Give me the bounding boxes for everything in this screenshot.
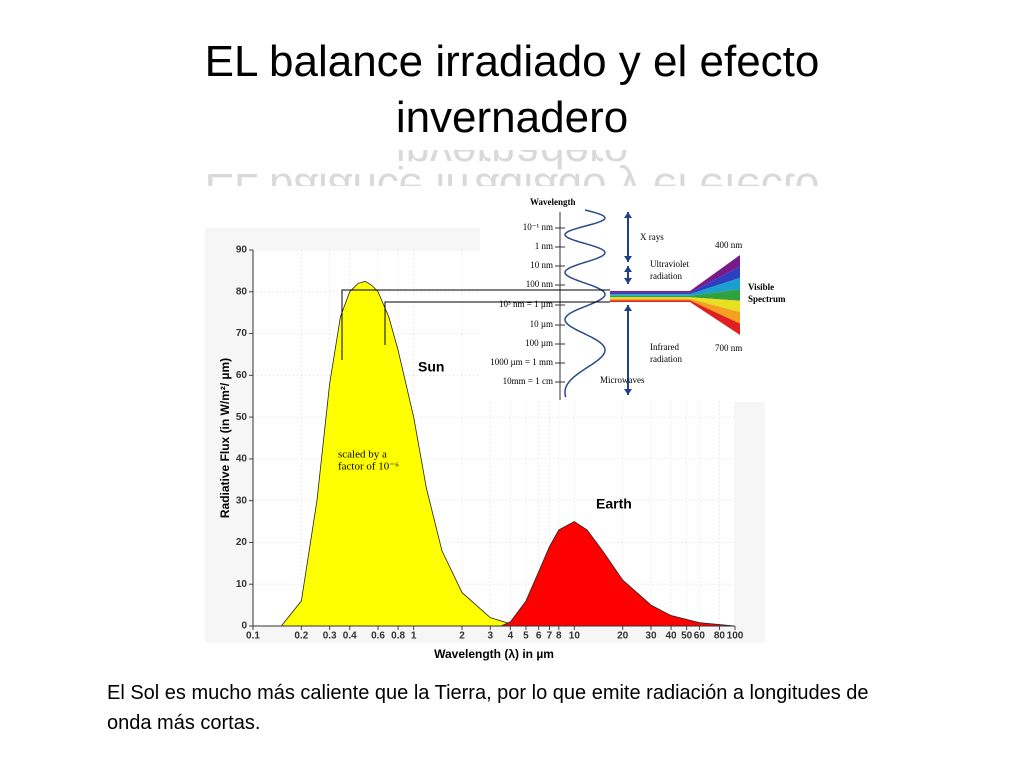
y-tick-label: 70 — [236, 328, 248, 339]
caption: El Sol es mucho más caliente que la Tier… — [107, 682, 869, 734]
x-tick-label: 0.4 — [343, 631, 357, 642]
y-tick-label: 60 — [236, 370, 248, 381]
x-tick-label: 3 — [488, 631, 494, 642]
band-label: Infrared — [650, 342, 679, 352]
area — [280, 280, 527, 627]
spectrum-band — [610, 277, 740, 296]
y-tick-label: 10 — [236, 579, 248, 590]
wave — [564, 209, 606, 398]
band-label: X rays — [640, 232, 664, 242]
x-axis-label: Wavelength (λ) in µm — [434, 647, 554, 661]
slide-title: EL balance irradiado y el efecto inverna… — [204, 37, 820, 142]
series-label: Sun — [418, 359, 444, 375]
x-tick-label: 2 — [459, 631, 465, 642]
x-tick-label: 20 — [617, 631, 629, 642]
y-tick-label: 0 — [241, 621, 247, 632]
band-label: Ultraviolet — [650, 259, 689, 269]
inset-title: Wavelength — [530, 197, 576, 207]
spectrum-band — [610, 297, 740, 313]
x-tick-label: 0.3 — [323, 631, 337, 642]
scale-label: 10 µm — [530, 319, 553, 329]
spectrum-band — [610, 266, 740, 295]
x-tick-label: 1 — [411, 631, 417, 642]
scale-label: 100 nm — [526, 279, 553, 289]
arrow-head — [624, 389, 632, 395]
x-tick-label: 6 — [536, 631, 542, 642]
scale-label: 10mm = 1 cm — [503, 376, 553, 386]
series-label: Earth — [596, 496, 632, 512]
scale-label: 10 nm — [530, 260, 553, 270]
y-tick-label: 20 — [236, 537, 248, 548]
visible-label: Spectrum — [748, 294, 786, 304]
spectrum-band — [610, 289, 740, 301]
arrow-head — [624, 212, 632, 218]
annotation: factor of 10⁻⁶ — [338, 461, 399, 473]
x-tick-label: 8 — [556, 631, 562, 642]
arrow-head — [624, 256, 632, 262]
x-tick-label: 0.6 — [371, 631, 385, 642]
y-tick-label: 30 — [236, 495, 248, 506]
x-tick-label: 0.8 — [391, 631, 405, 642]
connector — [341, 289, 610, 360]
y-tick-label: 90 — [236, 245, 248, 256]
scale-label: 1000 µm = 1 mm — [490, 357, 553, 367]
x-tick-label: 0.1 — [246, 631, 260, 642]
x-tick-label: 100 — [727, 631, 744, 642]
annotation: scaled by a — [338, 449, 387, 461]
x-tick-label: 30 — [645, 631, 657, 642]
y-tick-label: 80 — [236, 286, 248, 297]
x-tick-label: 50 — [681, 631, 693, 642]
visible-label: Visible — [748, 282, 774, 292]
scale-label: 100 µm — [525, 338, 553, 348]
band-label: radiation — [650, 271, 682, 281]
connector — [384, 301, 610, 345]
x-tick-label: 40 — [666, 631, 678, 642]
visible-label: 700 nm — [715, 343, 742, 353]
band-label: Microwaves — [600, 375, 645, 385]
spectrum-band — [610, 298, 740, 324]
scale-label: 1 nm — [535, 241, 553, 251]
x-tick-label: 5 — [523, 631, 529, 642]
x-tick-label: 0.2 — [294, 631, 308, 642]
arrow-head — [624, 278, 632, 284]
scale-label: 10³ nm = 1 µm — [499, 299, 553, 309]
spectrum-band — [610, 300, 740, 335]
x-tick-label: 7 — [547, 631, 553, 642]
arrow-head — [624, 266, 632, 272]
arrow-head — [624, 305, 632, 311]
y-tick-label: 50 — [236, 412, 248, 423]
spectrum-band — [610, 255, 740, 293]
x-tick-label: 60 — [694, 631, 706, 642]
y-tick-label: 40 — [236, 454, 248, 465]
area — [500, 521, 736, 627]
visible-label: 400 nm — [715, 240, 742, 250]
x-tick-label: 10 — [569, 631, 581, 642]
scale-label: 10⁻¹ nm — [523, 222, 553, 232]
y-axis-label: Radiative Flux (in W/m²/ µm) — [218, 358, 232, 518]
x-tick-label: 4 — [508, 631, 514, 642]
band-label: radiation — [650, 354, 682, 364]
x-tick-label: 80 — [714, 631, 726, 642]
